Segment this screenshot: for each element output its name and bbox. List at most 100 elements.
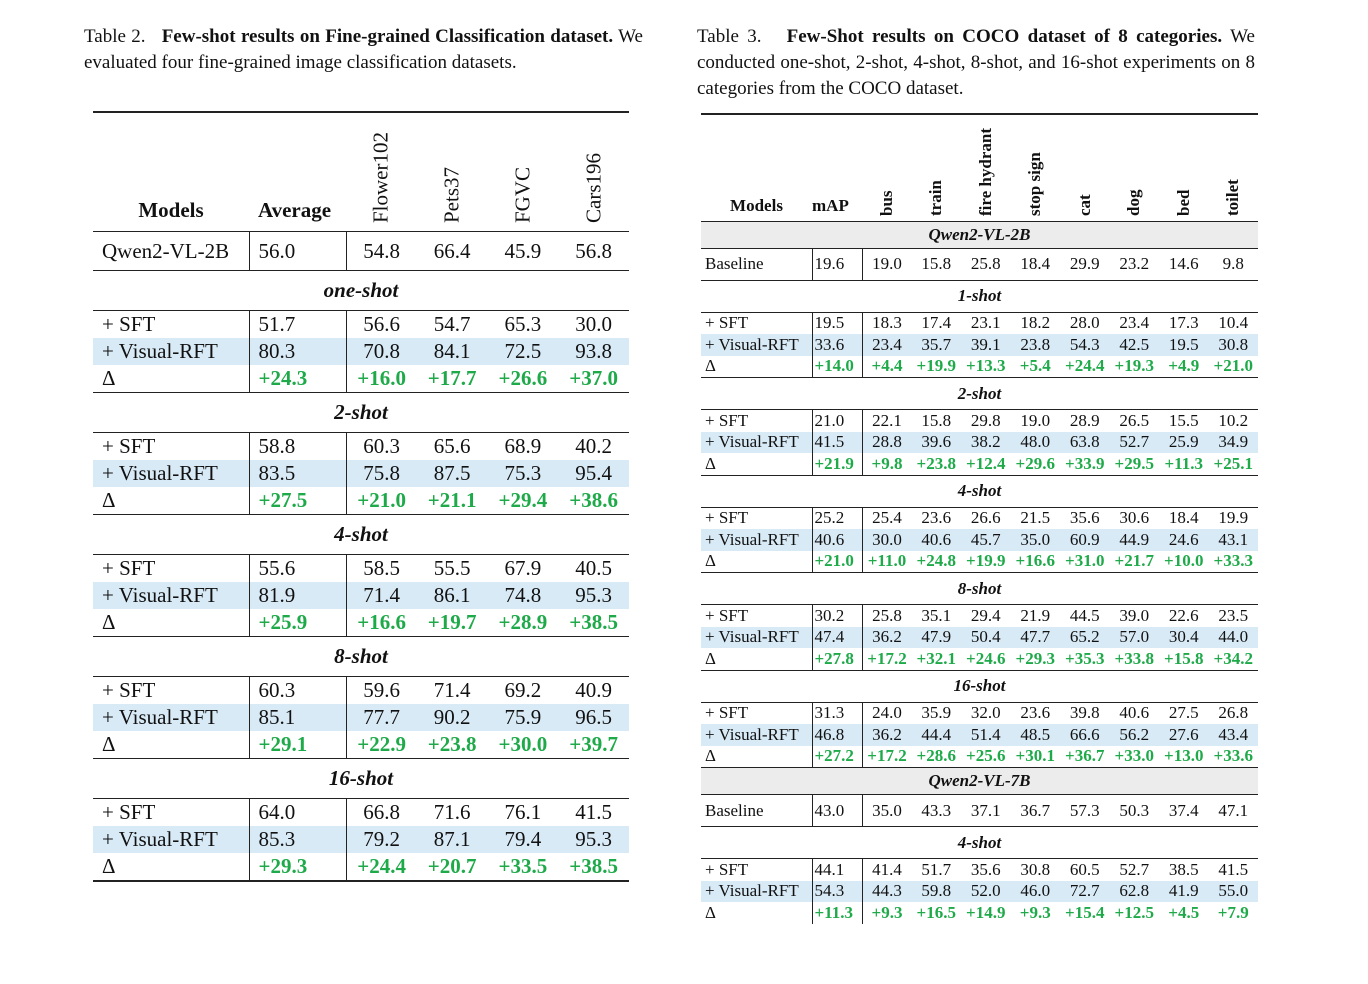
row-metric-value: 48.0	[1010, 431, 1060, 453]
table-row: + SFT 58.8 60.3 65.6 68.9 40.2	[93, 432, 629, 460]
row-model-label: + SFT	[102, 678, 156, 702]
row-metric-value: 87.1	[416, 826, 488, 853]
row-metric-value: 30.0	[861, 529, 912, 551]
row-metric-value: 65.3	[504, 312, 542, 336]
row-primary-metric: 56.0	[248, 231, 346, 271]
row-metric-value: 51.7	[921, 859, 952, 879]
row-primary-metric: +11.3	[811, 902, 862, 924]
table3-header-col: cat	[1074, 193, 1094, 216]
row-metric-value: 51.4	[961, 724, 1011, 746]
row-primary-metric: 51.7	[248, 310, 346, 338]
row-metric-value: 68.9	[504, 434, 542, 458]
row-metric-value: 21.5	[1020, 508, 1051, 528]
row-primary-metric: 21.0	[811, 409, 862, 432]
row-metric-value: 96.5	[558, 704, 629, 731]
row-metric-value: 30.8	[1208, 334, 1258, 356]
row-model-label: + Visual-RFT	[701, 880, 812, 902]
row-metric-value: 71.6	[433, 800, 471, 824]
row-metric-value: 18.3	[861, 312, 912, 334]
row-model-label: + SFT	[705, 605, 749, 625]
table-row: + Visual-RFT 40.6 30.0 40.6 45.7 35.0 60.9 44.9…	[701, 529, 1258, 551]
row-model-label: Δ	[705, 902, 716, 922]
row-metric-value: +25.6	[966, 746, 1006, 766]
row-metric-value: +19.9	[916, 356, 956, 376]
table3-section-2-shot: 2-shot	[701, 377, 1258, 410]
row-metric-value: 25.8	[970, 254, 1001, 273]
row-metric-value: 36.2	[861, 724, 912, 746]
row-metric-value: 35.9	[921, 703, 952, 723]
row-primary-metric: 81.9	[248, 582, 346, 609]
row-primary-metric: 41.5	[811, 431, 862, 453]
row-metric-value: +38.5	[569, 854, 618, 878]
row-metric-value: +39.7	[569, 732, 618, 756]
row-metric-value: 43.4	[1208, 724, 1258, 746]
table-row: + Visual-RFT 41.5 28.8 39.6 38.2 48.0 63.8 52.7…	[701, 431, 1258, 453]
table-row: + Visual-RFT 85.3 79.2 87.1 79.4 95.3	[93, 826, 629, 853]
row-metric-value: +12.4	[966, 453, 1006, 473]
row-metric-value: +29.4	[498, 488, 548, 512]
row-metric-value: 30.0	[575, 312, 612, 336]
row-metric-value: 59.8	[911, 880, 961, 902]
row-metric-value: 45.9	[504, 238, 542, 263]
row-metric-value: +17.2	[861, 745, 912, 768]
row-metric-value: 60.3	[345, 432, 417, 460]
row-metric-value: 36.2	[861, 626, 912, 648]
row-metric-value: +21.0	[345, 487, 417, 515]
row-metric-value: 10.2	[1218, 410, 1249, 430]
row-metric-value: 30.4	[1159, 626, 1209, 648]
row-metric-value: 35.0	[861, 794, 912, 827]
row-metric-value: 70.8	[345, 338, 417, 365]
row-metric-value: +15.8	[1164, 648, 1204, 668]
row-primary-metric: +29.3	[248, 853, 346, 881]
table3-header-col: fire hydrant	[975, 127, 995, 216]
row-metric-value: +33.6	[1213, 746, 1253, 766]
table3-header-col: toilet	[1223, 178, 1243, 216]
row-metric-value: 29.9	[1069, 254, 1100, 273]
row-metric-value: 95.4	[558, 460, 629, 487]
row-primary-metric: 85.1	[248, 704, 346, 731]
row-model-label: + SFT	[705, 313, 749, 333]
table2-caption-text: We evaluated four fine-grained image cla…	[84, 26, 643, 73]
table2-section-4-shot: 4-shot	[93, 514, 629, 555]
row-primary-metric: 31.3	[811, 702, 862, 724]
row-metric-value: 38.5	[1168, 859, 1199, 879]
row-metric-value: 56.6	[345, 310, 417, 338]
row-model-label: + Visual-RFT	[93, 338, 249, 365]
row-metric-value: +33.9	[1065, 453, 1105, 473]
row-metric-value: 25.9	[1159, 431, 1209, 453]
row-metric-value: +26.6	[498, 366, 548, 390]
table3-caption-text: We conducted one-shot, 2-shot, 4-shot, 8…	[697, 26, 1255, 99]
row-metric-value: 59.6	[345, 676, 417, 704]
table3-header-col: bus	[876, 189, 896, 216]
row-model-label: Δ	[705, 648, 716, 668]
row-metric-value: 66.4	[433, 238, 471, 263]
table-row: + Visual-RFT 46.8 36.2 44.4 51.4 48.5 66.6 56.2…	[701, 724, 1258, 746]
row-metric-value: 40.6	[1119, 703, 1150, 723]
row-model-label: Δ	[102, 488, 116, 512]
row-metric-value: 37.4	[1168, 800, 1199, 820]
row-metric-value: 19.0	[1020, 410, 1051, 430]
row-metric-value: +4.5	[1168, 902, 1200, 922]
row-primary-metric: +25.9	[248, 609, 346, 637]
table3-header-models: Models	[730, 195, 783, 215]
row-metric-value: 18.4	[1020, 254, 1051, 273]
row-model-label: + SFT	[102, 800, 156, 824]
row-metric-value: +16.5	[916, 902, 956, 922]
row-metric-value: 93.8	[558, 338, 629, 365]
row-primary-metric: 60.3	[248, 676, 346, 704]
row-metric-value: +17.7	[427, 366, 477, 390]
table3-section-8-shot: 8-shot	[701, 572, 1258, 605]
row-metric-value: +11.3	[1164, 453, 1204, 473]
row-metric-value: +9.3	[861, 902, 912, 924]
row-primary-metric: +21.9	[811, 453, 862, 475]
table-row: Qwen2-VL-2B 56.0 54.8 66.4 45.9 56.8	[93, 231, 629, 271]
row-metric-value: 43.3	[921, 800, 952, 820]
row-metric-value: 50.3	[1119, 800, 1150, 820]
row-primary-metric: 19.5	[811, 312, 862, 334]
table-row: Δ +14.0 +4.4 +19.9 +13.3 +5.4 +24.4 +19.3 +4.9 +2…	[701, 355, 1258, 378]
row-primary-metric: +24.3	[248, 365, 346, 393]
row-model-label: + Visual-RFT	[701, 431, 812, 453]
table2-header-col: Flower102	[368, 132, 393, 223]
row-metric-value: 47.9	[911, 626, 961, 648]
row-metric-value: 23.6	[921, 508, 952, 528]
